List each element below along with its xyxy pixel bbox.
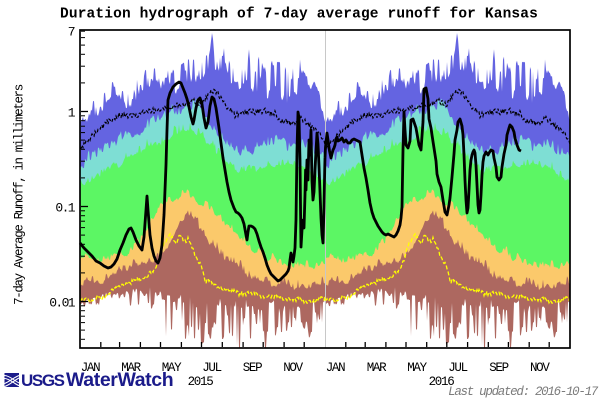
svg-text:Duration hydrograph of 7-day a: Duration hydrograph of 7-day average run… bbox=[60, 7, 538, 23]
svg-text:2015: 2015 bbox=[188, 375, 214, 389]
svg-text:7: 7 bbox=[68, 25, 75, 40]
svg-text:1: 1 bbox=[68, 106, 76, 121]
svg-text:MAR: MAR bbox=[121, 361, 141, 375]
svg-text:MAR: MAR bbox=[367, 361, 387, 375]
svg-text:JUL: JUL bbox=[448, 361, 467, 375]
svg-text:NOV: NOV bbox=[530, 361, 550, 375]
svg-text:SEP: SEP bbox=[489, 361, 508, 375]
svg-text:WaterWatch: WaterWatch bbox=[66, 369, 173, 391]
svg-text:0.01: 0.01 bbox=[49, 296, 76, 311]
svg-text:JAN: JAN bbox=[81, 361, 100, 375]
svg-text:MAY: MAY bbox=[407, 361, 427, 375]
svg-text:0.1: 0.1 bbox=[55, 201, 75, 216]
svg-text:JUL: JUL bbox=[202, 361, 221, 375]
svg-text:7-day Average Runoff, in milli: 7-day Average Runoff, in millimeters bbox=[13, 84, 27, 305]
svg-text:2016: 2016 bbox=[429, 375, 455, 389]
svg-text:MAY: MAY bbox=[162, 361, 182, 375]
svg-text:Last updated: 2016-10-17: Last updated: 2016-10-17 bbox=[448, 385, 599, 399]
svg-text:NOV: NOV bbox=[283, 361, 303, 375]
svg-text:JAN: JAN bbox=[326, 361, 345, 375]
svg-text:USGS: USGS bbox=[21, 371, 65, 390]
svg-text:SEP: SEP bbox=[243, 361, 262, 375]
